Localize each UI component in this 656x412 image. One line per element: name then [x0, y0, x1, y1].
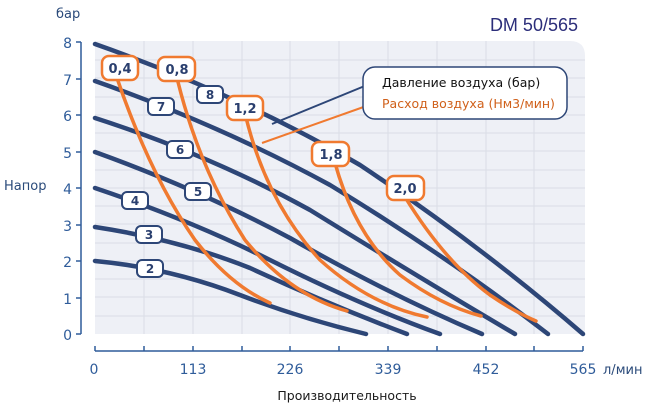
- svg-text:6: 6: [176, 143, 184, 157]
- air-label-2-0: 2,0: [385, 174, 426, 202]
- svg-text:2,0: 2,0: [393, 182, 416, 197]
- pressure-label-6: 6: [166, 140, 194, 159]
- y-unit-label: бар: [56, 7, 80, 22]
- x-tick: 339: [375, 362, 402, 378]
- svg-text:3: 3: [145, 228, 153, 242]
- svg-text:0,4: 0,4: [108, 62, 131, 77]
- legend: Давление воздуха (бар) Расход воздуха (Н…: [362, 66, 568, 120]
- y-axis: [76, 41, 82, 335]
- pressure-label-2: 2: [136, 259, 164, 278]
- air-curve-1-2: [243, 111, 429, 319]
- air-label-1-8: 1,8: [310, 140, 351, 168]
- air-label-0-8: 0,8: [156, 55, 197, 83]
- x-tick-labels: 0 113 226 339 452 565: [90, 362, 597, 378]
- svg-text:2: 2: [146, 262, 154, 276]
- y-tick: 8: [63, 36, 72, 52]
- pressure-label-5: 5: [184, 182, 212, 201]
- svg-text:4: 4: [131, 194, 139, 208]
- svg-text:5: 5: [194, 185, 202, 199]
- svg-text:1,8: 1,8: [319, 148, 342, 163]
- pressure-labels: 2 3 4 5 6 7 8: [121, 85, 224, 278]
- x-tick: 452: [473, 362, 500, 378]
- air-flow-labels: 0,4 0,8 1,2 1,8 2,0: [100, 54, 426, 202]
- y-axis-title: Напор: [4, 179, 46, 194]
- air-label-1-2: 1,2: [225, 94, 265, 122]
- y-tick-labels: 8 7 6 5 4 3 2 1 0: [63, 36, 72, 344]
- air-flow-curves: [115, 76, 538, 323]
- svg-text:8: 8: [206, 88, 214, 102]
- legend-leaders: [261, 82, 373, 144]
- pressure-label-4: 4: [121, 191, 149, 210]
- y-tick: 0: [63, 328, 72, 344]
- air-curve-0-8: [176, 80, 349, 313]
- y-tick: 7: [63, 73, 72, 89]
- y-tick: 2: [63, 255, 72, 271]
- x-axis-title: Производительность: [277, 388, 416, 403]
- legend-air-flow: Расход воздуха (Нм3/мин): [382, 96, 555, 111]
- svg-text:7: 7: [157, 100, 165, 114]
- svg-text:1,2: 1,2: [233, 102, 256, 117]
- y-tick: 3: [63, 219, 72, 235]
- y-tick: 6: [63, 109, 72, 125]
- y-tick: 1: [63, 292, 72, 308]
- pressure-label-7: 7: [147, 97, 175, 116]
- x-tick: 113: [180, 362, 207, 378]
- legend-pressure: Давление воздуха (бар): [382, 75, 540, 90]
- pressure-curve-6: [92, 115, 518, 337]
- x-tick: 565: [570, 362, 597, 378]
- air-curve-1-8: [333, 161, 483, 318]
- air-curve-2-0: [403, 195, 538, 323]
- pressure-label-3: 3: [135, 225, 163, 244]
- y-tick: 4: [63, 182, 72, 198]
- air-label-0-4: 0,4: [100, 54, 140, 82]
- x-axis: [94, 346, 584, 352]
- chart-title: DM 50/565: [490, 15, 578, 35]
- x-unit-label: л/мин: [603, 363, 642, 378]
- y-tick: 5: [63, 146, 72, 162]
- pressure-curve-4: [92, 185, 443, 337]
- svg-text:0,8: 0,8: [165, 63, 188, 78]
- pressure-label-8: 8: [196, 85, 224, 104]
- x-tick: 226: [277, 362, 304, 378]
- x-tick: 0: [90, 362, 99, 378]
- air-curve-0-4: [115, 76, 272, 305]
